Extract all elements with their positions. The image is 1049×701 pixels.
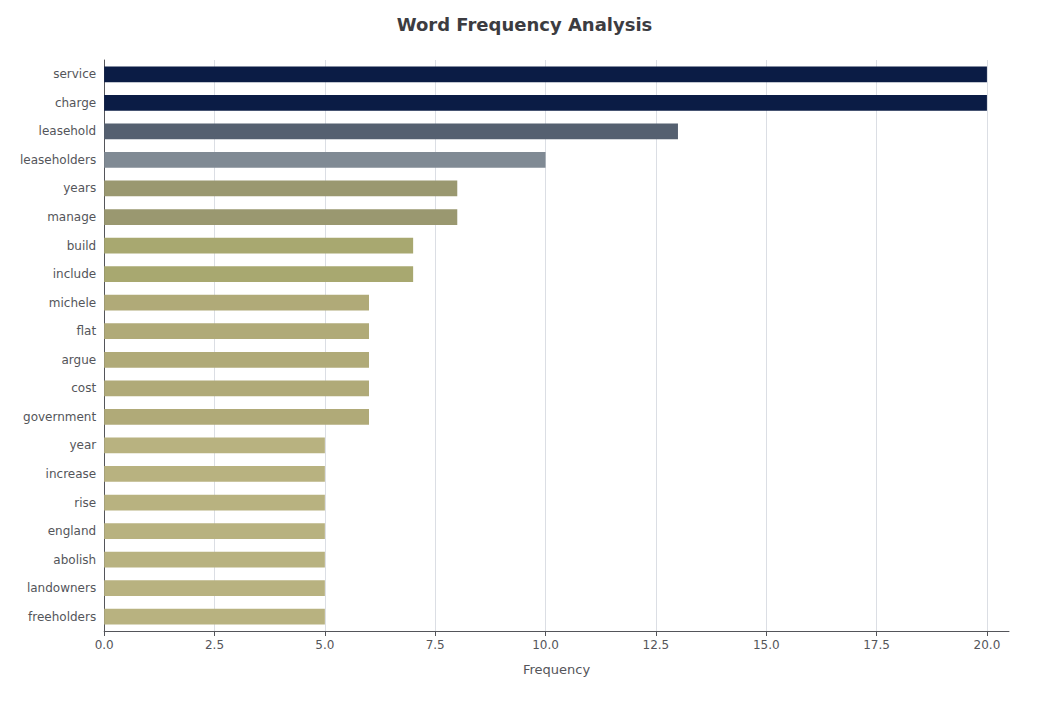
svg-text:cost: cost [71, 381, 96, 395]
svg-text:manage: manage [47, 210, 96, 224]
svg-text:5.0: 5.0 [315, 638, 334, 652]
svg-text:15.0: 15.0 [753, 638, 780, 652]
svg-text:17.5: 17.5 [863, 638, 890, 652]
svg-text:build: build [67, 239, 97, 253]
svg-text:Frequency: Frequency [523, 662, 590, 677]
svg-text:0.0: 0.0 [95, 638, 114, 652]
svg-text:leasehold: leasehold [39, 124, 97, 138]
svg-text:2.5: 2.5 [205, 638, 224, 652]
svg-text:20.0: 20.0 [974, 638, 1001, 652]
svg-text:increase: increase [46, 467, 97, 481]
svg-text:michele: michele [49, 296, 96, 310]
svg-text:service: service [53, 67, 96, 81]
svg-text:government: government [23, 410, 96, 424]
svg-text:12.5: 12.5 [643, 638, 670, 652]
svg-text:landowners: landowners [27, 581, 96, 595]
svg-text:england: england [48, 524, 97, 538]
svg-text:Word Frequency Analysis: Word Frequency Analysis [397, 14, 653, 35]
svg-text:charge: charge [55, 96, 96, 110]
svg-text:10.0: 10.0 [532, 638, 559, 652]
svg-text:include: include [53, 267, 96, 281]
svg-text:abolish: abolish [53, 553, 96, 567]
svg-text:7.5: 7.5 [426, 638, 445, 652]
svg-text:rise: rise [74, 496, 96, 510]
svg-text:leaseholders: leaseholders [20, 153, 96, 167]
svg-text:year: year [69, 438, 96, 452]
svg-text:freeholders: freeholders [28, 610, 96, 624]
svg-text:argue: argue [61, 353, 96, 367]
svg-text:years: years [63, 181, 96, 195]
svg-text:flat: flat [77, 324, 97, 338]
